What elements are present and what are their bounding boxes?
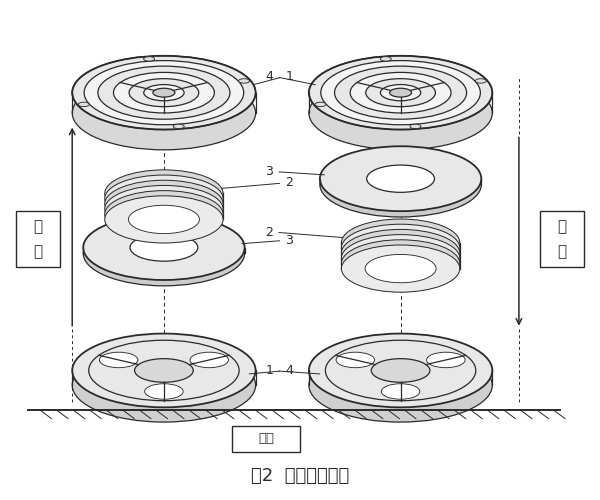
- Text: 1: 1: [254, 70, 293, 84]
- Ellipse shape: [341, 234, 460, 282]
- Ellipse shape: [309, 56, 492, 130]
- Polygon shape: [164, 334, 256, 422]
- Ellipse shape: [350, 72, 451, 113]
- Ellipse shape: [84, 60, 244, 124]
- Ellipse shape: [83, 221, 245, 286]
- Ellipse shape: [72, 76, 256, 150]
- Ellipse shape: [365, 254, 436, 282]
- Ellipse shape: [143, 56, 155, 61]
- Ellipse shape: [367, 165, 434, 192]
- Ellipse shape: [145, 384, 183, 399]
- Ellipse shape: [320, 146, 481, 211]
- Ellipse shape: [341, 240, 460, 287]
- Ellipse shape: [153, 88, 175, 97]
- Ellipse shape: [190, 352, 229, 368]
- Text: 1: 1: [266, 364, 320, 377]
- Ellipse shape: [309, 348, 492, 422]
- Ellipse shape: [427, 352, 465, 368]
- Ellipse shape: [315, 102, 326, 106]
- Ellipse shape: [371, 358, 430, 382]
- Ellipse shape: [105, 180, 223, 228]
- Polygon shape: [401, 334, 492, 422]
- Ellipse shape: [89, 340, 239, 400]
- Ellipse shape: [173, 124, 184, 128]
- Ellipse shape: [341, 230, 460, 276]
- Ellipse shape: [105, 170, 223, 217]
- Ellipse shape: [134, 358, 193, 382]
- Text: 图2  进出气原理图: 图2 进出气原理图: [251, 467, 349, 485]
- Ellipse shape: [365, 244, 436, 272]
- Ellipse shape: [130, 234, 198, 261]
- Ellipse shape: [320, 152, 481, 217]
- Ellipse shape: [475, 78, 486, 83]
- Polygon shape: [401, 56, 492, 150]
- Ellipse shape: [380, 56, 391, 61]
- Ellipse shape: [105, 175, 223, 222]
- Ellipse shape: [341, 245, 460, 292]
- Ellipse shape: [128, 200, 199, 228]
- Text: 出: 出: [34, 219, 43, 234]
- Text: 气: 气: [557, 244, 566, 259]
- Ellipse shape: [100, 352, 138, 368]
- Ellipse shape: [309, 334, 492, 407]
- Ellipse shape: [128, 206, 199, 234]
- Ellipse shape: [380, 84, 421, 101]
- Text: 2: 2: [266, 226, 344, 238]
- Bar: [16, 210, 61, 267]
- Ellipse shape: [309, 76, 492, 150]
- Text: 气缸: 气缸: [258, 432, 274, 445]
- Bar: [232, 426, 300, 452]
- Ellipse shape: [128, 184, 199, 213]
- Ellipse shape: [72, 334, 256, 407]
- Text: 2: 2: [220, 176, 293, 190]
- Text: 进: 进: [557, 219, 566, 234]
- Ellipse shape: [72, 56, 256, 130]
- Ellipse shape: [144, 84, 184, 101]
- Ellipse shape: [389, 88, 412, 97]
- Ellipse shape: [113, 72, 214, 113]
- Ellipse shape: [366, 78, 436, 106]
- Ellipse shape: [325, 340, 476, 400]
- Text: 气: 气: [34, 244, 43, 259]
- Ellipse shape: [83, 215, 245, 280]
- Ellipse shape: [128, 190, 199, 218]
- Ellipse shape: [128, 180, 199, 208]
- Text: 3: 3: [242, 234, 293, 247]
- Text: 4: 4: [266, 70, 316, 84]
- Ellipse shape: [72, 348, 256, 422]
- Bar: [539, 210, 584, 267]
- Ellipse shape: [365, 234, 436, 262]
- Ellipse shape: [128, 195, 199, 223]
- Ellipse shape: [98, 66, 230, 119]
- Ellipse shape: [341, 219, 460, 266]
- Ellipse shape: [105, 186, 223, 232]
- Ellipse shape: [365, 228, 436, 257]
- Text: 4: 4: [249, 364, 293, 377]
- Ellipse shape: [410, 124, 421, 128]
- Ellipse shape: [382, 384, 420, 399]
- Ellipse shape: [341, 224, 460, 272]
- Ellipse shape: [365, 239, 436, 267]
- Ellipse shape: [105, 190, 223, 238]
- Polygon shape: [164, 215, 245, 286]
- Ellipse shape: [321, 60, 481, 124]
- Ellipse shape: [129, 78, 199, 106]
- Ellipse shape: [105, 196, 223, 243]
- Polygon shape: [401, 146, 481, 217]
- Polygon shape: [164, 56, 256, 150]
- Ellipse shape: [365, 249, 436, 278]
- Ellipse shape: [335, 66, 467, 119]
- Ellipse shape: [239, 78, 250, 83]
- Text: 3: 3: [266, 165, 325, 178]
- Ellipse shape: [78, 102, 89, 106]
- Ellipse shape: [336, 352, 374, 368]
